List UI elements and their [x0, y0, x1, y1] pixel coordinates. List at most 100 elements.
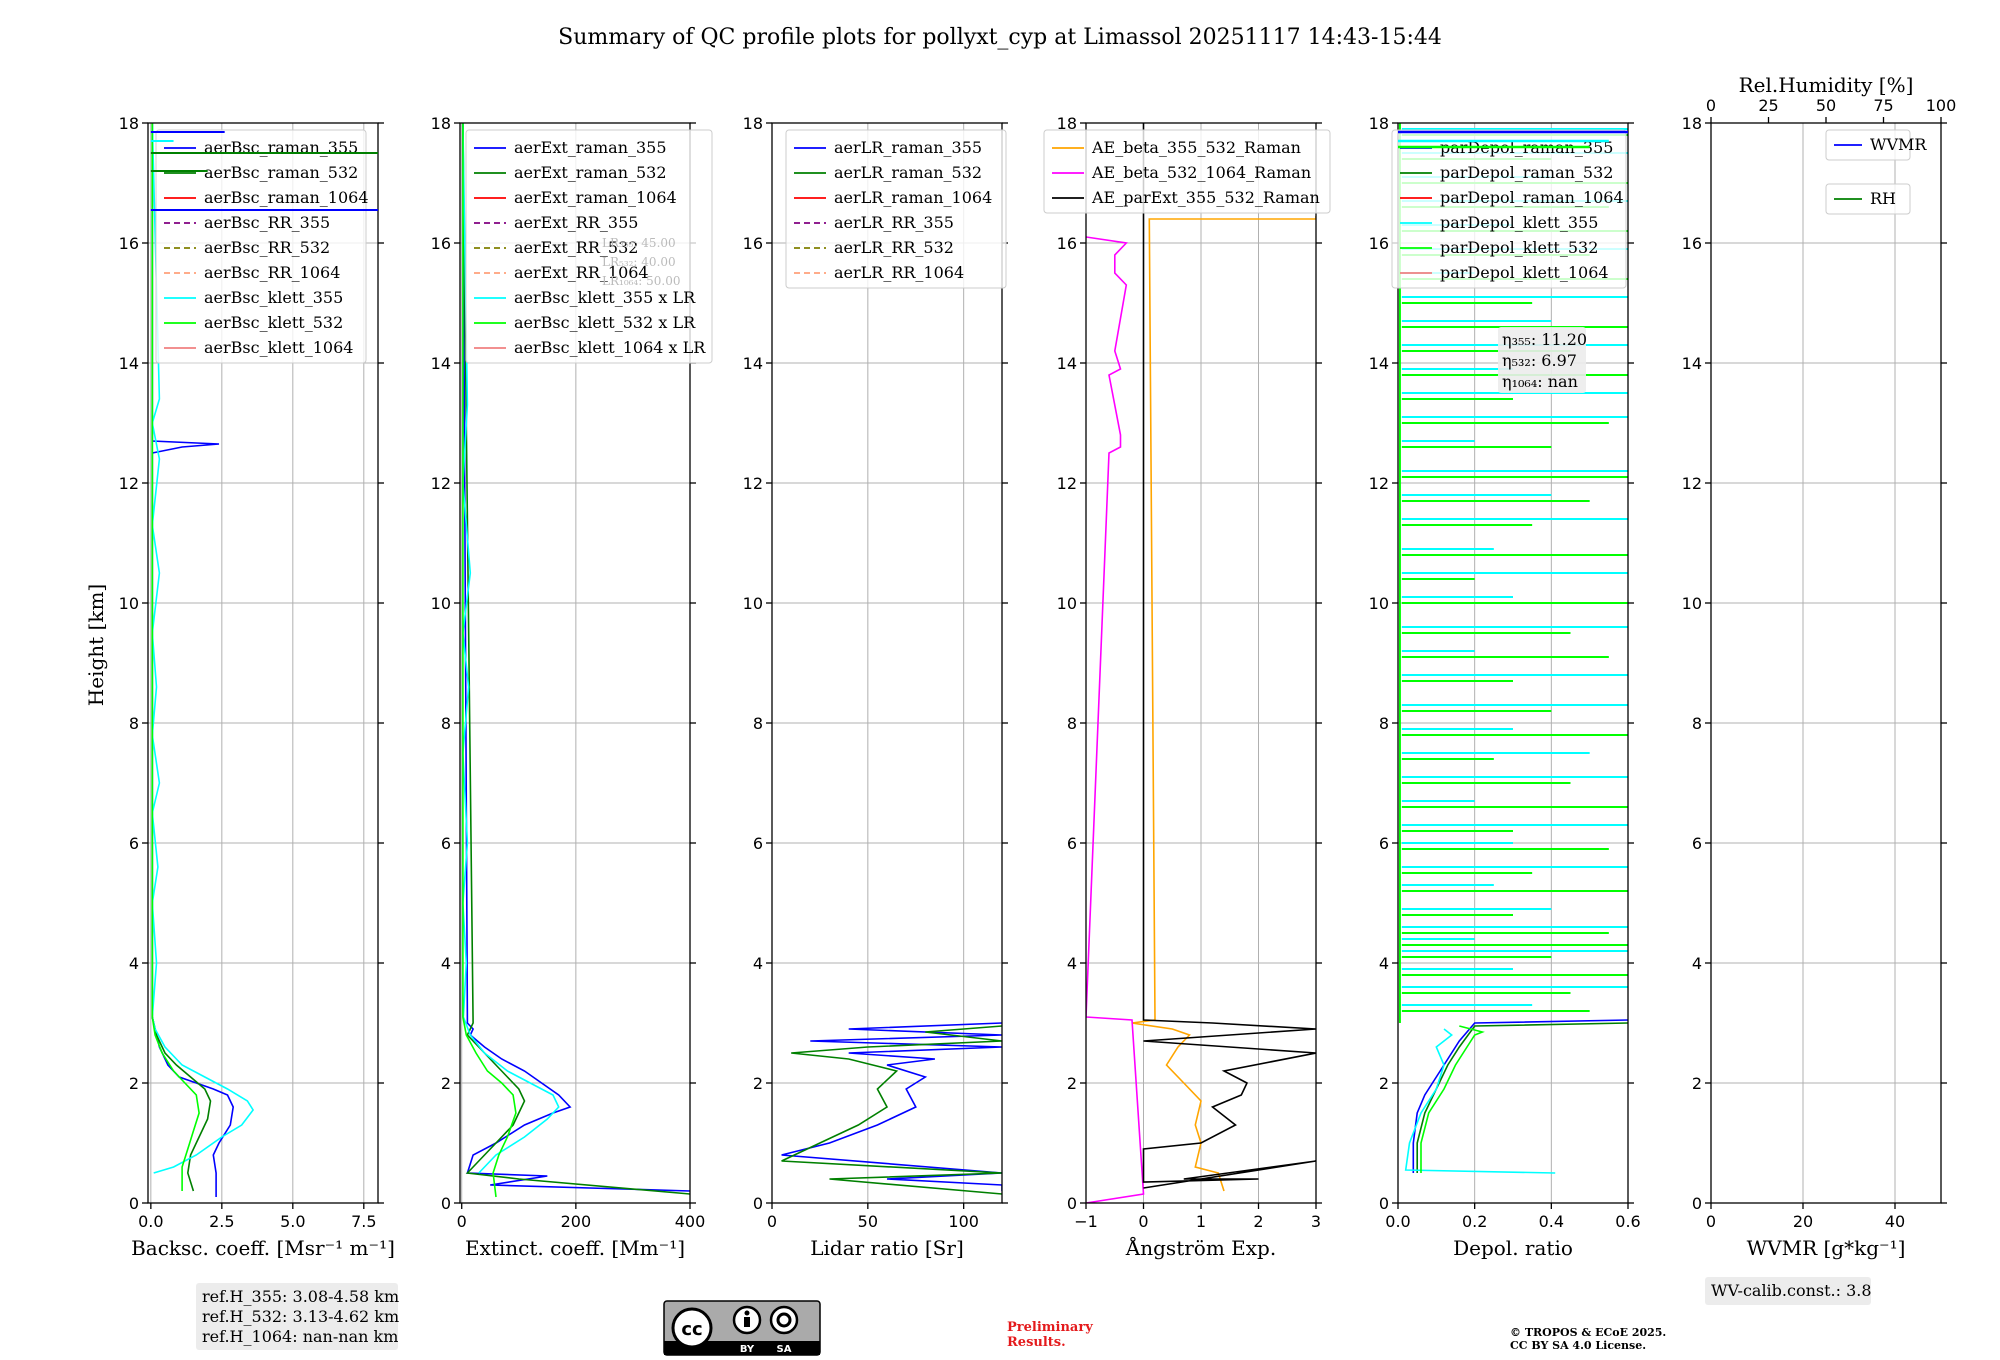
legend-label: aerBsc_RR_355: [204, 213, 330, 232]
x-tick-label: 7.5: [351, 1212, 376, 1231]
series-aerLR_raman_532: [781, 1025, 1002, 1195]
y-tick-label: 14: [743, 354, 763, 373]
x-axis-label: WVMR [g*kg⁻¹]: [1747, 1236, 1906, 1260]
series-parDepol_raman_355: [1412, 1019, 1628, 1173]
x-axis-label: Lidar ratio [Sr]: [810, 1236, 964, 1260]
panel-ext: 0 2 4 6 8 10 12 14 16 18 0 200 400 Extinct. coeff. [M…: [431, 114, 713, 1260]
y-tick-label: 6: [1379, 834, 1389, 853]
y-tick-label: 12: [1682, 474, 1702, 493]
legend-frame: [1391, 129, 1627, 289]
cc-logo-text: cc: [681, 1319, 702, 1340]
ref-height-label: ref.H_1064: nan-nan km: [202, 1327, 398, 1346]
legend-frame: [785, 129, 1007, 289]
series-aerBsc_raman_532: [151, 123, 212, 1192]
y-tick-label: 8: [1067, 714, 1077, 733]
legend-label: aerLR_raman_355: [834, 138, 982, 157]
y-tick-label: 8: [441, 714, 451, 733]
x-tick-label: 3: [1311, 1212, 1321, 1231]
series-aerBsc_klett_355: [151, 123, 255, 1174]
y-tick-label: 2: [1692, 1074, 1702, 1093]
legend-label: aerLR_RR_355: [834, 213, 954, 232]
y-tick-label: 16: [1057, 234, 1077, 253]
legend-frame: [1043, 129, 1331, 214]
copyright-line2: CC BY SA 4.0 License.: [1510, 1339, 1646, 1352]
x-tick-label: 0: [1138, 1212, 1148, 1231]
legend-label: RH: [1870, 189, 1896, 208]
legend-label: AE_beta_355_532_Raman: [1091, 138, 1301, 157]
x-tick-label: 50: [858, 1212, 878, 1231]
y-tick-label: 12: [119, 474, 139, 493]
y-tick-label: 6: [441, 834, 451, 853]
legend-box: aerExt_raman_355 aerExt_raman_532 aerExt_r…: [465, 129, 713, 364]
cc-license-logo: cc BY SA: [663, 1300, 821, 1356]
legend-label: aerBsc_klett_532 x LR: [514, 313, 696, 332]
y-tick-label: 16: [1369, 234, 1389, 253]
x-axis-label: Extinct. coeff. [Mm⁻¹]: [465, 1236, 685, 1260]
y-tick-label: 14: [431, 354, 451, 373]
series-parDepol_klett_355: [1404, 1028, 1556, 1174]
x-tick-label: 400: [675, 1212, 706, 1231]
lidar-ratio-note: LR₁₀₆₄: 50.00: [602, 274, 680, 288]
y-tick-label: 8: [1379, 714, 1389, 733]
y-tick-label: 4: [441, 954, 451, 973]
x-axis-label: Depol. ratio: [1453, 1236, 1573, 1260]
legend-box: parDepol_raman_355parDepol_raman_532parD…: [1391, 129, 1627, 289]
legend-box: AE_beta_355_532_Raman AE_beta_532_1064_Ra…: [1043, 129, 1331, 214]
sa-icon: [769, 1305, 799, 1335]
axes-frame: [1710, 122, 1942, 1204]
y-tick-label: 12: [1057, 474, 1077, 493]
info-frame: [1705, 1277, 1871, 1305]
y-tick-label: 12: [1369, 474, 1389, 493]
legend-label: aerBsc_klett_532: [204, 313, 343, 332]
y-tick-label: 8: [753, 714, 763, 733]
x-tick-label: 20: [1793, 1212, 1813, 1231]
y-tick-label: 16: [1682, 234, 1702, 253]
y-tick-label: 4: [1692, 954, 1702, 973]
x-tick-label: 1: [1196, 1212, 1206, 1231]
series-parDepol_klett_532: [1420, 1025, 1485, 1173]
x-tick-label: 40: [1885, 1212, 1905, 1231]
top-x-tick-label: 0: [1706, 96, 1716, 115]
y-tick-label: 10: [1369, 594, 1389, 613]
eta-value: η₅₃₂: 6.97: [1502, 351, 1577, 370]
plot-area: [151, 123, 255, 1197]
plot-area: [781, 1022, 1002, 1195]
legend-frame: [1825, 129, 1911, 161]
wv-calib-label: WV-calib.const.: 3.8: [1711, 1281, 1872, 1300]
legend-label: aerExt_raman_1064: [514, 188, 677, 207]
y-tick-label: 10: [119, 594, 139, 613]
series-AE_beta_532_1064_Raman: [1086, 236, 1145, 1203]
cc-sa-label: SA: [777, 1344, 792, 1355]
cc-by-label: BY: [740, 1344, 755, 1355]
panel-lr: 0 2 4 6 8 10 12 14 16 18 0 50 100 Lidar ratio [Sr] aer…: [743, 114, 1008, 1260]
x-axis-label: Ångström Exp.: [1125, 1235, 1276, 1260]
preliminary-line2: Results.: [1007, 1335, 1066, 1350]
y-tick-label: 0: [1067, 1194, 1077, 1213]
lidar-ratio-note: LR₅₃₂: 40.00: [602, 255, 676, 269]
y-tick-label: 4: [753, 954, 763, 973]
legend-label: aerLR_RR_532: [834, 238, 954, 257]
y-tick-label: 18: [1682, 114, 1702, 133]
y-tick-label: 10: [431, 594, 451, 613]
legend-label: aerBsc_RR_1064: [204, 263, 340, 282]
eta-frame: [1498, 327, 1586, 393]
top-x-tick-label: 75: [1873, 96, 1893, 115]
series-aerBsc_klett_532 x LR: [462, 123, 517, 1198]
top-x-tick-label: 100: [1926, 96, 1957, 115]
y-axis-label: Height [km]: [84, 584, 108, 706]
legend-box: aerLR_raman_355 aerLR_raman_532 aerLR_rama…: [785, 129, 1007, 289]
preliminary-line1: Preliminary: [1007, 1320, 1093, 1335]
y-tick-label: 6: [129, 834, 139, 853]
x-tick-label: 0.2: [1462, 1212, 1487, 1231]
y-tick-label: 6: [1692, 834, 1702, 853]
y-tick-label: 14: [119, 354, 139, 373]
panel-depol: 0 2 4 6 8 10 12 14 16 18 0.0 0.2 0.4 0.6 Depol. ratio p…: [1369, 114, 1641, 1260]
y-tick-label: 6: [1067, 834, 1077, 853]
y-tick-label: 0: [441, 1194, 451, 1213]
y-tick-label: 12: [431, 474, 451, 493]
legend-label: aerLR_raman_1064: [834, 188, 992, 207]
